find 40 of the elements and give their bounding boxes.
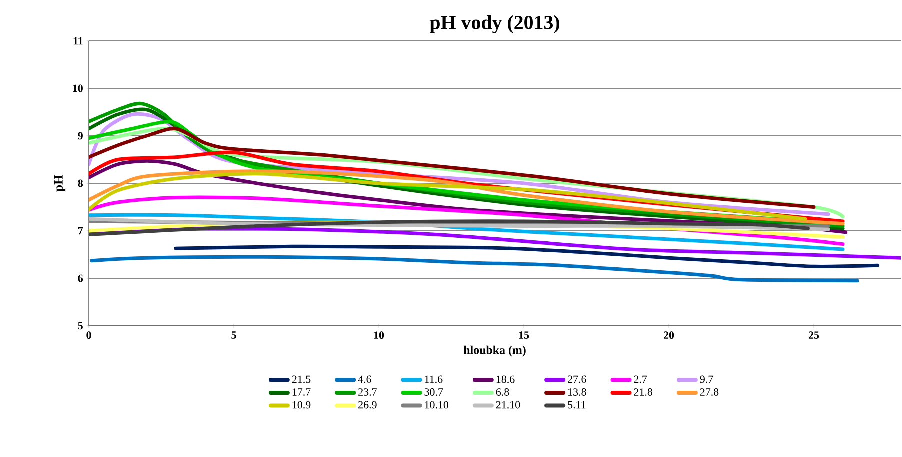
x-axis-title: hloubka (m) <box>464 346 526 357</box>
line-series <box>89 220 810 237</box>
legend-label: 26.9 <box>358 401 377 409</box>
legend-label: 21.10 <box>496 401 520 409</box>
y-tick-label: 11 <box>74 37 83 45</box>
y-tick-label: 5 <box>78 322 83 330</box>
line-series <box>89 172 808 221</box>
legend-label: 10.10 <box>425 401 449 409</box>
legend-label: 21.8 <box>634 388 652 396</box>
y-tick-label: 9 <box>78 132 83 140</box>
legend-label: 18.6 <box>496 376 515 384</box>
legend-label: 9.7 <box>700 376 714 384</box>
line-series <box>89 170 845 226</box>
legend-label: 17.7 <box>292 388 311 396</box>
legend-label: 11.6 <box>425 376 443 384</box>
x-tick-label: 5 <box>232 332 236 339</box>
x-tick-label: 25 <box>808 332 820 340</box>
chart-title: pH vody (2013) <box>430 15 560 34</box>
x-tick-label: 15 <box>519 332 530 339</box>
legend-label: 13.8 <box>568 388 586 396</box>
legend-label: 2.7 <box>634 376 648 384</box>
legend-label: 4.6 <box>358 376 372 384</box>
y-tick-label: 10 <box>73 84 83 92</box>
line-series <box>90 255 860 283</box>
y-axis-title: pH <box>54 175 66 192</box>
legend-label: 23.7 <box>358 388 377 396</box>
legend-label: 21.5 <box>292 376 311 384</box>
y-tick-label: 8 <box>78 180 83 188</box>
x-tick-label: 0 <box>86 332 92 340</box>
x-tick-label: 10 <box>374 332 384 340</box>
line-series <box>174 244 880 268</box>
legend-label: 5.11 <box>568 401 586 409</box>
x-tick-label: 20 <box>664 332 674 340</box>
legend-label: 10.9 <box>292 401 311 409</box>
y-tick-label: 7 <box>78 227 84 235</box>
legend-label: 27.8 <box>700 388 719 396</box>
legend-label: 6.8 <box>496 388 510 396</box>
y-tick-label: 6 <box>78 274 84 282</box>
legend-label: 30.7 <box>424 388 444 396</box>
legend-label: 27.6 <box>568 376 586 384</box>
